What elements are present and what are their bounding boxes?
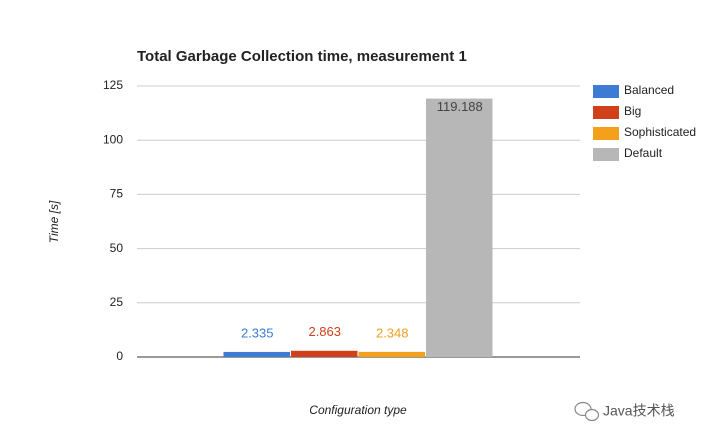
value-label: 2.863 bbox=[308, 324, 341, 339]
y-tick-label: 125 bbox=[103, 78, 123, 92]
value-label: 119.188 bbox=[437, 99, 483, 114]
legend-swatch bbox=[593, 106, 619, 119]
legend-swatch bbox=[593, 148, 619, 161]
legend-label: Big bbox=[624, 104, 641, 118]
legend-label: Balanced bbox=[624, 83, 674, 97]
bar bbox=[291, 350, 358, 357]
y-tick-label: 0 bbox=[116, 349, 123, 363]
value-label: 2.348 bbox=[376, 325, 409, 340]
y-tick-label: 75 bbox=[110, 187, 124, 201]
chart-title: Total Garbage Collection time, measureme… bbox=[137, 48, 467, 65]
bar bbox=[223, 351, 290, 357]
legend-label: Default bbox=[624, 146, 663, 160]
x-axis-label: Configuration type bbox=[309, 403, 407, 417]
bar bbox=[358, 351, 425, 357]
legend-label: Sophisticated bbox=[624, 125, 696, 139]
y-tick-label: 25 bbox=[110, 295, 124, 309]
y-tick-label: 100 bbox=[103, 132, 123, 146]
y-axis-label: Time [s] bbox=[47, 200, 61, 243]
y-tick-label: 50 bbox=[110, 241, 124, 255]
watermark: Java技术栈 bbox=[603, 403, 675, 419]
value-label: 2.335 bbox=[241, 325, 274, 340]
bar bbox=[426, 98, 493, 358]
legend-swatch bbox=[593, 127, 619, 140]
legend-swatch bbox=[593, 85, 619, 98]
watermark-icon bbox=[574, 401, 600, 422]
